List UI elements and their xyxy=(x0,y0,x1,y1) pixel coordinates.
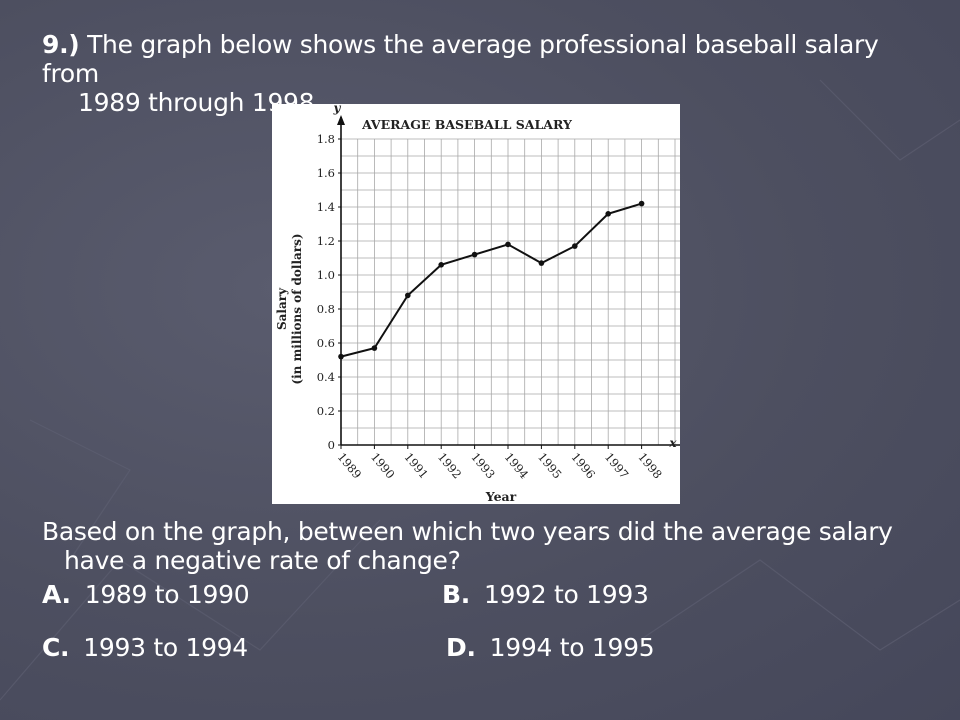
y-tick-label: 1.2 xyxy=(317,234,335,248)
prompt-text: Based on the graph, between which two ye… xyxy=(42,517,922,575)
y-tick-label: 1.0 xyxy=(317,268,335,282)
data-point xyxy=(505,241,511,248)
choice-d-text: 1994 to 1995 xyxy=(489,633,655,662)
data-point xyxy=(471,251,478,258)
prompt-line2: have a negative rate of change? xyxy=(64,546,461,575)
y-axis-label: Salary xyxy=(275,287,289,330)
x-tick-label: 1996 xyxy=(569,450,599,481)
y-tick-label: 0.4 xyxy=(317,370,335,384)
question-text: 9.) The graph below shows the average pr… xyxy=(42,30,922,117)
y-tick-label: 0.2 xyxy=(317,404,335,418)
x-tick-label: 1991 xyxy=(402,450,432,481)
choice-c-letter: C. xyxy=(42,633,70,662)
chart-grid xyxy=(341,138,680,445)
y-tick-label: 0 xyxy=(328,438,335,452)
x-tick-label: 1998 xyxy=(635,450,665,481)
choice-a[interactable]: A. 1989 to 1990 xyxy=(42,580,250,609)
x-axis-letter: x xyxy=(668,436,677,450)
x-tick-label: 1997 xyxy=(602,450,632,481)
data-point xyxy=(572,243,578,249)
x-tick-label: 1994 xyxy=(502,450,532,481)
x-axis-label: Year xyxy=(485,489,517,504)
choice-b[interactable]: B. 1992 to 1993 xyxy=(442,580,649,609)
data-point xyxy=(605,211,611,217)
y-tick-label: 1.4 xyxy=(317,200,335,214)
y-axis-letter: y xyxy=(333,104,342,115)
chart-title: AVERAGE BASEBALL SALARY xyxy=(361,117,573,132)
choice-b-text: 1992 to 1993 xyxy=(483,580,649,609)
y-tick-label: 1.8 xyxy=(317,132,335,146)
salary-chart: AVERAGE BASEBALL SALARY y x Salary (in m… xyxy=(272,104,680,504)
choice-d-letter: D. xyxy=(446,633,476,662)
data-point xyxy=(538,260,545,266)
x-tick-label: 1993 xyxy=(468,450,498,481)
choice-a-letter: A. xyxy=(42,580,71,609)
question-line1: The graph below shows the average profes… xyxy=(42,30,879,88)
x-tick-label: 1989 xyxy=(335,450,365,481)
chart-axes xyxy=(337,115,680,449)
choice-a-text: 1989 to 1990 xyxy=(84,580,250,609)
y-tick-labels: 0 0.2 0.4 0.6 0.8 1.0 1.2 1.4 1.6 1.8 xyxy=(317,132,335,452)
prompt-line1: Based on the graph, between which two ye… xyxy=(42,517,893,546)
choice-b-letter: B. xyxy=(442,580,470,609)
chart-svg: AVERAGE BASEBALL SALARY y x Salary (in m… xyxy=(275,104,680,504)
data-point xyxy=(371,345,378,351)
data-point xyxy=(338,353,344,360)
salary-line xyxy=(340,202,642,358)
data-point xyxy=(438,262,444,268)
x-tick-labels: 1989 1990 1991 1992 1993 1994 1995 1996 1997 1998 xyxy=(335,450,665,481)
x-tick-label: 1995 xyxy=(535,450,565,481)
data-point xyxy=(638,200,645,207)
y-axis-arrow xyxy=(337,115,345,125)
choice-d[interactable]: D. 1994 to 1995 xyxy=(446,633,655,662)
question-number: 9.) xyxy=(42,30,80,59)
x-tick-label: 1992 xyxy=(435,450,465,481)
y-axis-sublabel: (in millions of dollars) xyxy=(290,233,304,384)
y-tick-label: 0.6 xyxy=(317,336,335,350)
choice-c-text: 1993 to 1994 xyxy=(83,633,248,662)
x-tick-label: 1990 xyxy=(368,450,398,481)
salary-series xyxy=(338,200,645,360)
data-point xyxy=(405,292,411,299)
y-tick-label: 1.6 xyxy=(317,166,335,180)
choice-c[interactable]: C. 1993 to 1994 xyxy=(42,633,248,662)
y-tick-label: 0.8 xyxy=(317,302,335,316)
